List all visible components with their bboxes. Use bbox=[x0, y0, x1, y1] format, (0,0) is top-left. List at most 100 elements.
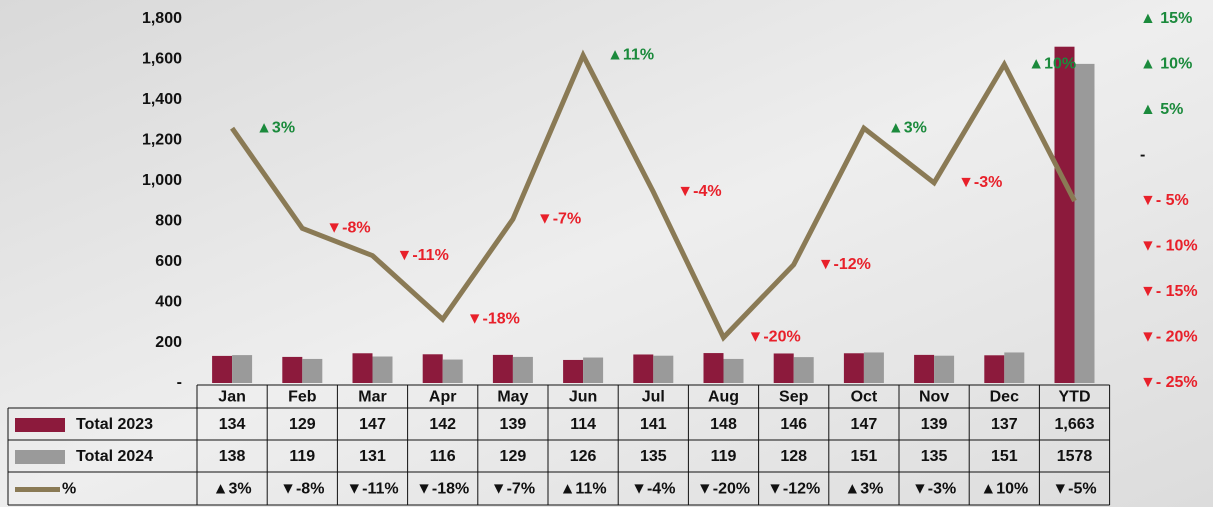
table-cell: 131 bbox=[359, 448, 386, 465]
x-tick-label: Jul bbox=[642, 389, 665, 406]
table-cell: ▼-7% bbox=[491, 481, 535, 498]
data-label: ▼-8% bbox=[326, 220, 370, 237]
bar bbox=[724, 359, 744, 383]
table-cell: ▼-12% bbox=[767, 481, 820, 498]
legend-swatch bbox=[15, 418, 65, 432]
x-tick-label: Aug bbox=[708, 389, 739, 406]
y-tick-label: - bbox=[177, 374, 182, 391]
table-cell: 116 bbox=[430, 448, 456, 465]
table-cell: 119 bbox=[711, 448, 737, 465]
table-cell: ▲3% bbox=[213, 481, 252, 498]
table-cell: 119 bbox=[289, 448, 315, 465]
chart: -2004006008001,0001,2001,4001,6001,800▲ … bbox=[0, 0, 1213, 507]
data-label: ▲3% bbox=[888, 119, 927, 136]
table-cell: 1,663 bbox=[1054, 416, 1094, 433]
x-tick-label: Feb bbox=[288, 389, 317, 406]
y2-tick-label: ▲ 5% bbox=[1140, 101, 1183, 118]
table-cell: ▼-4% bbox=[631, 481, 675, 498]
table-cell: ▼-18% bbox=[416, 481, 469, 498]
bar bbox=[423, 354, 443, 383]
table-cell: 135 bbox=[921, 448, 948, 465]
x-tick-label: Nov bbox=[919, 389, 949, 406]
y-tick-label: 200 bbox=[155, 334, 182, 351]
y-tick-label: 400 bbox=[155, 293, 182, 310]
bar bbox=[864, 352, 884, 383]
bar bbox=[232, 355, 252, 383]
data-label: ▼-18% bbox=[467, 311, 520, 328]
bar bbox=[633, 354, 653, 383]
y2-tick-label: ▼- 15% bbox=[1140, 283, 1198, 300]
x-tick-label: Apr bbox=[429, 389, 457, 406]
table-cell: 147 bbox=[851, 416, 878, 433]
bar bbox=[493, 355, 513, 383]
table-cell: 128 bbox=[780, 448, 807, 465]
legend-label: % bbox=[62, 481, 76, 498]
table-cell: 1578 bbox=[1057, 448, 1093, 465]
x-tick-label: May bbox=[497, 389, 528, 406]
table-cell: ▼-11% bbox=[346, 481, 398, 498]
bar bbox=[1075, 64, 1095, 383]
y2-tick-label: - bbox=[1140, 147, 1145, 164]
bar bbox=[563, 360, 583, 383]
bar bbox=[353, 353, 373, 383]
data-label: ▼-11% bbox=[397, 247, 449, 264]
table-cell: ▼-5% bbox=[1052, 481, 1096, 498]
bar bbox=[513, 357, 533, 383]
data-label: ▼-7% bbox=[537, 210, 581, 227]
table-cell: 126 bbox=[570, 448, 597, 465]
table-cell: 139 bbox=[500, 416, 527, 433]
table-cell: 141 bbox=[640, 416, 667, 433]
bar bbox=[704, 353, 724, 383]
y2-tick-label: ▼- 25% bbox=[1140, 374, 1198, 391]
x-tick-label: Jun bbox=[569, 389, 597, 406]
table-cell: 134 bbox=[219, 416, 246, 433]
data-label: ▼-20% bbox=[748, 329, 801, 346]
legend-label: Total 2024 bbox=[76, 448, 153, 465]
x-tick-label: YTD bbox=[1059, 389, 1091, 406]
x-tick-label: Mar bbox=[358, 389, 386, 406]
bar bbox=[984, 355, 1004, 383]
y2-tick-label: ▲ 10% bbox=[1140, 56, 1192, 73]
data-label: ▲3% bbox=[256, 119, 295, 136]
table-cell: ▼-8% bbox=[280, 481, 324, 498]
bar bbox=[583, 358, 603, 383]
legend-swatch bbox=[15, 450, 65, 464]
y-tick-label: 800 bbox=[155, 212, 182, 229]
y2-tick-label: ▼- 5% bbox=[1140, 192, 1189, 209]
y2-tick-label: ▼- 10% bbox=[1140, 238, 1198, 255]
table-cell: 138 bbox=[219, 448, 246, 465]
x-tick-label: Oct bbox=[851, 389, 878, 406]
table-cell: ▲11% bbox=[560, 481, 607, 498]
y-tick-label: 1,400 bbox=[142, 91, 182, 108]
table-cell: 129 bbox=[500, 448, 527, 465]
table-cell: 148 bbox=[710, 416, 737, 433]
table-cell: 146 bbox=[780, 416, 807, 433]
y2-tick-label: ▲ 15% bbox=[1140, 10, 1192, 27]
table-cell: 114 bbox=[570, 416, 596, 433]
data-label: ▲10% bbox=[1028, 56, 1076, 73]
legend-label: Total 2023 bbox=[76, 416, 153, 433]
table-cell: 139 bbox=[921, 416, 948, 433]
table-cell: 135 bbox=[640, 448, 667, 465]
x-tick-label: Jan bbox=[218, 389, 246, 406]
bar bbox=[212, 356, 232, 383]
bar bbox=[1055, 47, 1075, 383]
table-cell: 129 bbox=[289, 416, 316, 433]
bar bbox=[1004, 352, 1024, 383]
y-tick-label: 1,800 bbox=[142, 10, 182, 27]
table-cell: 151 bbox=[991, 448, 1018, 465]
y2-tick-label: ▼- 20% bbox=[1140, 329, 1198, 346]
data-label: ▼-3% bbox=[958, 174, 1002, 191]
bar bbox=[934, 356, 954, 383]
bar bbox=[653, 356, 673, 383]
bar bbox=[373, 357, 393, 383]
table-cell: 137 bbox=[991, 416, 1018, 433]
data-label: ▼-12% bbox=[818, 256, 871, 273]
table-cell: ▲10% bbox=[980, 481, 1028, 498]
data-label: ▼-4% bbox=[677, 183, 721, 200]
table-cell: ▲3% bbox=[844, 481, 883, 498]
table-cell: ▼-20% bbox=[697, 481, 750, 498]
x-tick-label: Dec bbox=[990, 389, 1019, 406]
x-tick-label: Sep bbox=[779, 389, 809, 406]
y-tick-label: 1,000 bbox=[142, 172, 182, 189]
